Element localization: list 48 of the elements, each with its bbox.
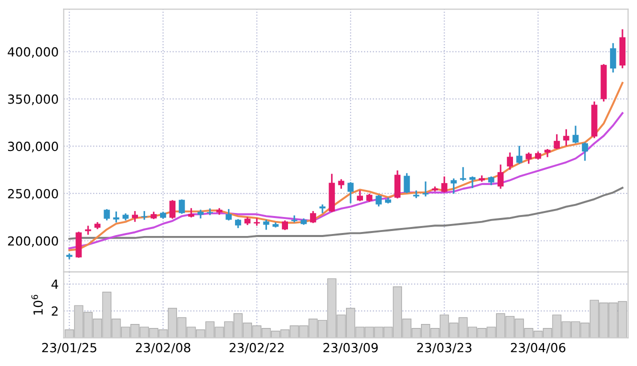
y-tick-label: 250,000 [8, 188, 58, 200]
candlestick [506, 152, 513, 171]
x-tick-label: 23/01/25 [42, 342, 96, 354]
x-tick-label: 23/02/08 [136, 342, 190, 354]
candlestick [498, 164, 504, 190]
line-series [68, 82, 624, 252]
candlestick [348, 181, 354, 204]
candlestick [263, 218, 270, 231]
line-series [68, 112, 624, 250]
x-tick-label: 23/02/22 [230, 342, 284, 354]
candlestick [554, 133, 560, 150]
x-tick-label: 23/04/06 [510, 342, 566, 354]
candlestick [441, 176, 448, 194]
candlestick [141, 210, 148, 221]
candlestick [450, 178, 457, 195]
x-tick-label: 23/03/09 [323, 342, 378, 354]
y-tick-label: 200,000 [8, 236, 58, 247]
x-tick-label: 23/03/23 [417, 342, 472, 354]
y-tick-label: 4 [51, 280, 58, 289]
candlestick [526, 152, 532, 165]
y-tick-label: 400,000 [8, 47, 58, 58]
candlestick [226, 208, 232, 222]
y-tick-label: 350,000 [8, 94, 58, 106]
candlestick [104, 208, 110, 222]
candlestick [516, 145, 522, 165]
candlestick [178, 198, 185, 215]
candlestick [188, 207, 194, 218]
candlestick [169, 199, 176, 220]
candlestick [356, 190, 363, 202]
candlestick [572, 125, 579, 144]
candlestick [394, 170, 400, 200]
y-tick-label: 300,000 [8, 142, 58, 152]
candlestick [460, 166, 466, 182]
y-axis-title: 10$^{6}$ [31, 294, 43, 315]
candlestick [469, 176, 476, 189]
candlestick [338, 178, 344, 190]
line-series [68, 186, 624, 240]
candlestick [282, 220, 288, 231]
candlestick [376, 194, 382, 208]
candlestick [582, 142, 588, 162]
candlestick [422, 180, 429, 198]
candlestick [563, 128, 570, 147]
candlestick [310, 210, 316, 224]
candlestick [404, 172, 410, 194]
candlestick [132, 210, 138, 223]
candlestick [610, 42, 616, 74]
candlestick [113, 210, 120, 224]
y-tick-label: 2 [52, 306, 58, 316]
